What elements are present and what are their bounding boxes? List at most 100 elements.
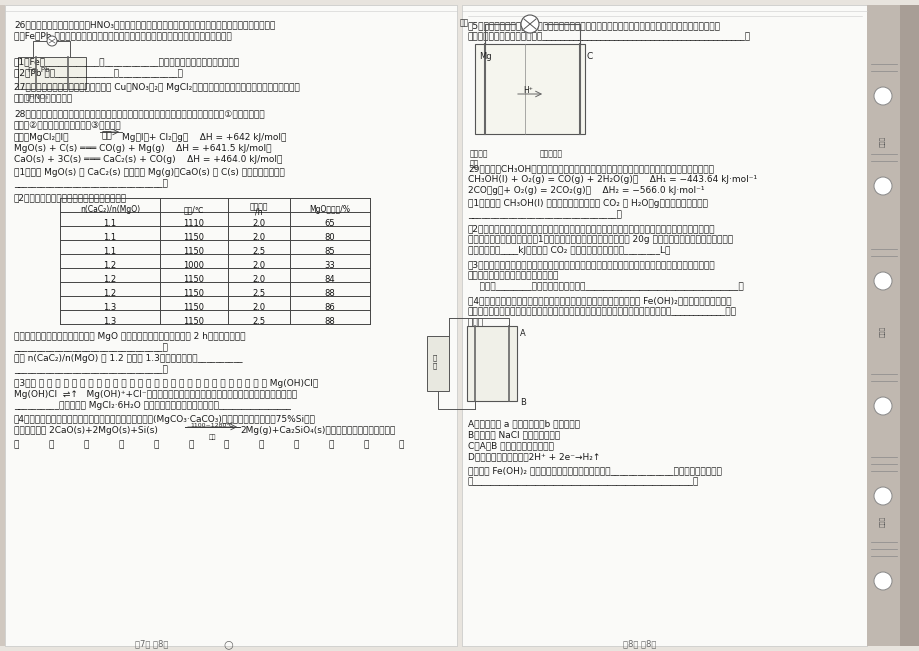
Text: 个月才充一次电，据此回答下列问题：: 个月才充一次电，据此回答下列问题： xyxy=(468,271,559,280)
Text: A: A xyxy=(519,329,525,338)
FancyBboxPatch shape xyxy=(18,57,85,89)
Text: 1000: 1000 xyxy=(183,261,204,270)
Text: 电
源: 电 源 xyxy=(433,354,437,368)
Text: 度: 度 xyxy=(84,440,89,449)
Text: 第7页 共8页: 第7页 共8页 xyxy=(135,639,168,648)
Circle shape xyxy=(47,36,57,46)
Text: 1110: 1110 xyxy=(183,219,204,228)
Text: （1）写出 MgO(s) 与 CaC₂(s) 作用生成 Mg(g)、CaO(s) 及 C(s) 的热化学方程式：: （1）写出 MgO(s) 与 CaC₂(s) 作用生成 Mg(g)、CaO(s)… xyxy=(14,168,285,177)
Text: 甲醇在________极反应，电极反应式为__________________________________。: 甲醇在________极反应，电极反应式为___________________… xyxy=(468,282,743,291)
Circle shape xyxy=(873,272,891,290)
Bar xyxy=(5,5,457,646)
Text: 电化学: 电化学 xyxy=(879,516,885,527)
Text: 还: 还 xyxy=(188,440,194,449)
Text: 1.1: 1.1 xyxy=(103,247,117,256)
Text: ，: ， xyxy=(153,440,159,449)
Text: 外: 外 xyxy=(119,440,124,449)
Text: 2.0: 2.0 xyxy=(252,261,266,270)
Text: 其生产原理为 2CaO(s)+2MgO(s)+Si(s): 其生产原理为 2CaO(s)+2MgO(s)+Si(s) xyxy=(14,426,158,435)
Text: H⁺: H⁺ xyxy=(523,86,532,95)
Text: 示），通电后，溶液中产生大量的白色沉淀，且较长时间不变色，下列说法中正确的是____________（填: 示），通电后，溶液中产生大量的白色沉淀，且较长时间不变色，下列说法中正确的是__… xyxy=(468,307,736,316)
Text: 1.3: 1.3 xyxy=(103,303,117,312)
Text: 镁法，②碳或碳化钙热还原法，③皮江法。: 镁法，②碳或碳化钙热还原法，③皮江法。 xyxy=(14,120,121,129)
Text: 26．如图所示，烧杯内盛有浓HNO₃，在烧杯中放入用导线相连的铁、铅两个电极，已知原电池停止工作: 26．如图所示，烧杯内盛有浓HNO₃，在烧杯中放入用导线相连的铁、铅两个电极，已… xyxy=(14,20,275,29)
Text: 1150: 1150 xyxy=(183,275,204,284)
Text: 负极: 负极 xyxy=(460,18,469,27)
Text: 1150: 1150 xyxy=(183,289,204,298)
Circle shape xyxy=(873,397,891,415)
Text: 放出的热量为____kJ，生成的 CO₂ 气体标准状况下体积是________L。: 放出的热量为____kJ，生成的 CO₂ 气体标准状况下体积是________L… xyxy=(468,246,670,255)
Text: 1100~1280℃: 1100~1280℃ xyxy=(190,423,234,428)
Text: 80: 80 xyxy=(324,233,335,242)
Text: 作: 作 xyxy=(14,440,19,449)
Text: Mg（l）+ Cl₂（g）    ΔH = +642 kJ/mol；: Mg（l）+ Cl₂（g） ΔH = +642 kJ/mol； xyxy=(122,133,286,142)
Text: （4）利用电池可实现电能向化学能转化。某同学设计了一种电解法制取 Fe(OH)₂的实验装置（如下图所: （4）利用电池可实现电能向化学能转化。某同学设计了一种电解法制取 Fe(OH)₂… xyxy=(468,296,731,305)
Text: 基础检: 基础检 xyxy=(879,326,885,337)
Bar xyxy=(866,5,901,646)
Text: 温: 温 xyxy=(49,440,54,449)
Text: 2.5: 2.5 xyxy=(252,317,266,326)
Text: 2.5: 2.5 xyxy=(252,247,266,256)
Text: （2）碳化钙还原氧化镁的文献资料如表所示。: （2）碳化钙还原氧化镁的文献资料如表所示。 xyxy=(14,193,127,202)
Text: 是: 是 xyxy=(399,440,404,449)
Text: 若将所得 Fe(OH)₂ 沉淀暴露在空气中，其颜色变化是______________，反应的化学方程式: 若将所得 Fe(OH)₂ 沉淀暴露在空气中，其颜色变化是____________… xyxy=(468,466,721,475)
Text: 88: 88 xyxy=(324,289,335,298)
Text: 具: 具 xyxy=(223,440,229,449)
Text: （2）甲醇作为燃料，它的优点是燃烧时排放的污染物少，从而不仅能缓解能源紧张和温室效应的问题，: （2）甲醇作为燃料，它的优点是燃烧时排放的污染物少，从而不仅能缓解能源紧张和温室… xyxy=(468,224,715,233)
Text: 1150: 1150 xyxy=(183,317,204,326)
Text: __________。实验室由 MgCl₂·6H₂O 制取无水氯化镁可采用的方法是________________: __________。实验室由 MgCl₂·6H₂O 制取无水氯化镁可采用的方法… xyxy=(14,401,290,410)
Text: 1.1: 1.1 xyxy=(103,233,117,242)
Bar xyxy=(474,44,584,134)
Text: 1150: 1150 xyxy=(183,233,204,242)
Text: 第8页 共8页: 第8页 共8页 xyxy=(623,639,656,648)
Bar xyxy=(426,336,448,391)
Text: 还能改善大气质量。试利用（1）中的热化学方程式计算，完全燃烧 20g 甲醇，生成二氧化碳和水蒸气时，: 还能改善大气质量。试利用（1）中的热化学方程式计算，完全燃烧 20g 甲醇，生成… xyxy=(468,235,732,244)
Text: 2.0: 2.0 xyxy=(252,303,266,312)
Text: 真空: 真空 xyxy=(209,434,216,439)
Text: 的: 的 xyxy=(294,440,299,449)
Text: （5）锁一同二硝基苯电池的装置如下图所示，电池工作时镁转变为氢氧化镁，同二硝基苯则转变为同二苯: （5）锁一同二硝基苯电池的装置如下图所示，电池工作时镁转变为氢氧化镁，同二硝基苯… xyxy=(468,21,720,30)
Text: 间二硝基苯: 间二硝基苯 xyxy=(539,149,562,158)
Text: 84: 84 xyxy=(324,275,335,284)
Text: 作: 作 xyxy=(329,440,334,449)
Text: 1.3: 1.3 xyxy=(103,317,117,326)
Text: （4）我国目前生产金属镁主要用皮江法，其原料为白云石(MgCO₃·CaCO₃)的煅烧产物和硅铁（含75%Si）。: （4）我国目前生产金属镁主要用皮江法，其原料为白云石(MgCO₃·CaCO₃)的… xyxy=(14,415,315,424)
Text: 2Mg(g)+Ca₂SiO₄(s)。采用真空操作除了能降低操: 2Mg(g)+Ca₂SiO₄(s)。采用真空操作除了能降低操 xyxy=(240,426,395,435)
Text: 2CO（g）+ O₂(g) = 2CO₂(g)；    ΔH₂ = −566.0 kJ·mol⁻¹: 2CO（g）+ O₂(g) = 2CO₂(g)； ΔH₂ = −566.0 kJ… xyxy=(468,186,704,195)
Circle shape xyxy=(873,87,891,105)
Circle shape xyxy=(873,177,891,195)
Text: A、电源中的 a 一定为正极，b 一定为负极: A、电源中的 a 一定为正极，b 一定为负极 xyxy=(468,419,579,428)
Text: n(CaC₂)/n(MgO): n(CaC₂)/n(MgO) xyxy=(80,205,140,214)
Text: CH₃OH(l) + O₂(g) = CO(g) + 2H₂O(g)；    ΔH₁ = −443.64 kJ·mol⁻¹: CH₃OH(l) + O₂(g) = CO(g) + 2H₂O(g)； ΔH₁ … xyxy=(468,175,756,184)
Bar xyxy=(899,5,919,646)
Text: 33: 33 xyxy=(324,261,335,270)
Text: _________________________________。: _________________________________。 xyxy=(14,179,167,188)
Text: 电解反应的化学方程式。: 电解反应的化学方程式。 xyxy=(14,94,73,103)
Text: 65: 65 xyxy=(324,219,335,228)
Text: /h: /h xyxy=(255,208,263,217)
Text: 用: 用 xyxy=(364,440,369,449)
Text: C: C xyxy=(586,52,593,61)
Text: ○: ○ xyxy=(223,639,233,649)
Text: 还原剂的用量与温度、恒温时间及 MgO 还原率实际生产中只采取恒温 2 h，其主要原因是: 还原剂的用量与温度、恒温时间及 MgO 还原率实际生产中只采取恒温 2 h，其主… xyxy=(14,332,245,341)
Text: 高氯酸镁
溶液: 高氯酸镁 溶液 xyxy=(470,149,488,169)
Text: （1）试写出 CH₃OH(l) 在氧气中完全燃烧生成 CO₂ 和 H₂O（g）的热化学方程式：: （1）试写出 CH₃OH(l) 在氧气中完全燃烧生成 CO₂ 和 H₂O（g）的… xyxy=(468,199,707,208)
Text: 1150: 1150 xyxy=(183,247,204,256)
Text: _________________________________。: _________________________________。 xyxy=(14,343,167,352)
Text: 2.0: 2.0 xyxy=(252,275,266,284)
Text: MgO(s) + C(s) ═══ CO(g) + Mg(g)    ΔH = +641.5 kJ/mol；: MgO(s) + C(s) ═══ CO(g) + Mg(g) ΔH = +64… xyxy=(14,144,271,153)
Text: 序号）: 序号） xyxy=(468,318,483,327)
Text: Mg: Mg xyxy=(479,52,491,61)
Text: 1.2: 1.2 xyxy=(103,289,117,298)
Text: 采用 n(CaC₂)/n(MgO) 为 1.2 而不是 1.3，其主要原因是__________: 采用 n(CaC₂)/n(MgO) 为 1.2 而不是 1.3，其主要原因是__… xyxy=(14,354,243,363)
Text: B: B xyxy=(519,398,526,407)
Text: （1）Fe：____________、____________（可不填满，也可补充，下同）；: （1）Fe：____________、____________（可不填满，也可补… xyxy=(14,57,240,66)
Text: 电解: 电解 xyxy=(102,131,113,140)
Text: D、阴极发生的反应是：2H⁺ + 2e⁻→H₂↑: D、阴极发生的反应是：2H⁺ + 2e⁻→H₂↑ xyxy=(468,452,600,461)
Text: 29．甲醇（CH₃OH）是一种重要的化工原料，广泛应用于化工生产，也可以直接用做燃料。已知: 29．甲醇（CH₃OH）是一种重要的化工原料，广泛应用于化工生产，也可以直接用做… xyxy=(468,164,713,173)
Bar xyxy=(461,5,866,646)
Text: 为_________________________________________________。: 为_______________________________________… xyxy=(468,477,698,486)
Text: 温度/℃: 温度/℃ xyxy=(184,205,204,214)
Text: 85: 85 xyxy=(324,247,335,256)
Text: 88: 88 xyxy=(324,317,335,326)
